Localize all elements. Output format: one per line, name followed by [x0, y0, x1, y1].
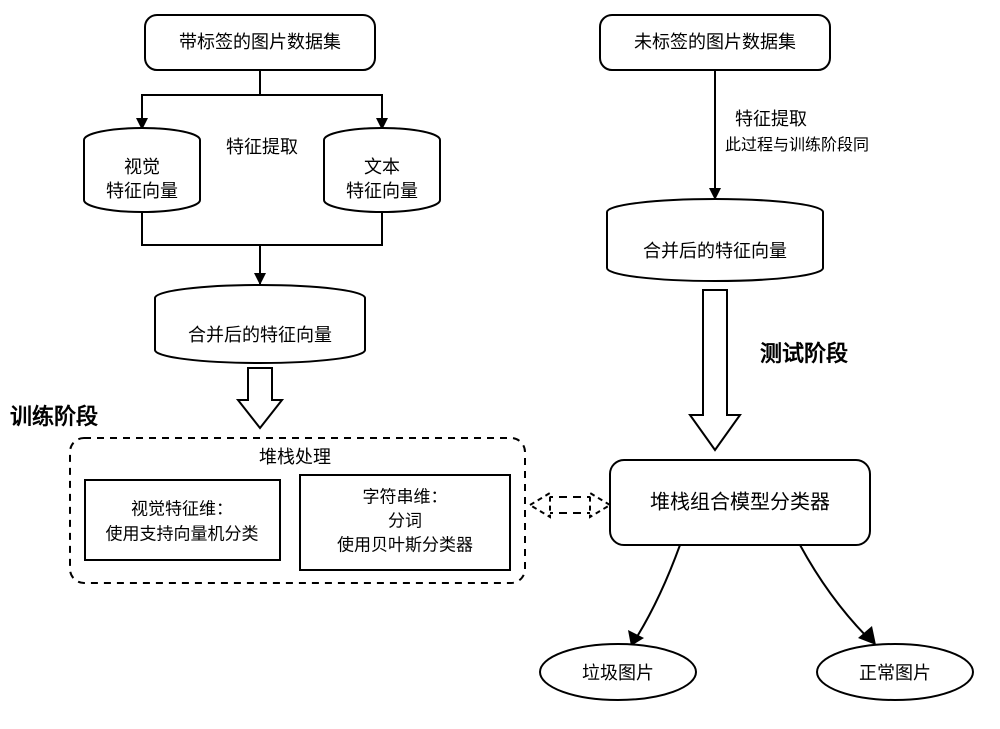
left-merged-cylinder: 合并后的特征向量	[155, 285, 365, 363]
merge-left-line	[142, 212, 260, 285]
visual-vec-l2: 特征向量	[106, 181, 178, 201]
out-right-line	[800, 545, 870, 640]
right-merged-cylinder: 合并后的特征向量	[607, 199, 823, 281]
classifier-label: 堆栈组合模型分类器	[650, 490, 830, 513]
flowchart-canvas: 带标签的图片数据集 特征提取 视觉 特征向量 文本 特征向量 合并后的特征向量 …	[0, 0, 1000, 729]
visual-vec-l1: 视觉	[124, 157, 160, 177]
split-left-line	[142, 70, 260, 130]
text-vec-l2: 特征向量	[346, 181, 418, 201]
left-merged-label: 合并后的特征向量	[188, 325, 332, 345]
text-vector-cylinder: 文本 特征向量	[324, 128, 440, 212]
stack-title: 堆栈处理	[259, 447, 331, 467]
right-feature-l2: 此过程与训练阶段同	[725, 136, 869, 154]
left-feature-extract-label: 特征提取	[226, 137, 298, 157]
unlabeled-dataset-label: 未标签的图片数据集	[634, 32, 796, 52]
left-big-arrow	[238, 368, 282, 428]
dash-double-arrow	[530, 493, 610, 517]
stack-right-l3: 使用贝叶斯分类器	[337, 534, 473, 554]
split-right-line	[260, 70, 382, 130]
stack-right-l1: 字符串维：	[363, 487, 448, 506]
out-right-arrow	[858, 626, 876, 645]
normal-label: 正常图片	[859, 663, 931, 683]
labeled-dataset-label: 带标签的图片数据集	[179, 32, 341, 52]
right-big-arrow	[690, 290, 740, 450]
text-vec-l1: 文本	[364, 157, 400, 177]
right-feature-l1: 特征提取	[735, 109, 807, 129]
stack-visual-box	[85, 480, 280, 560]
stack-left-l2: 使用支持向量机分类	[106, 523, 259, 543]
merge-arrow	[254, 273, 266, 285]
test-phase-label: 测试阶段	[760, 341, 848, 366]
spam-label: 垃圾图片	[582, 663, 654, 683]
stack-right-l2: 分词	[388, 511, 422, 530]
stack-left-l1: 视觉特征维：	[131, 499, 233, 518]
visual-vector-cylinder: 视觉 特征向量	[84, 128, 200, 212]
merge-right-line	[260, 212, 382, 245]
training-phase-label: 训练阶段	[10, 404, 98, 429]
out-left-line	[635, 545, 680, 640]
right-merged-label: 合并后的特征向量	[643, 241, 787, 261]
